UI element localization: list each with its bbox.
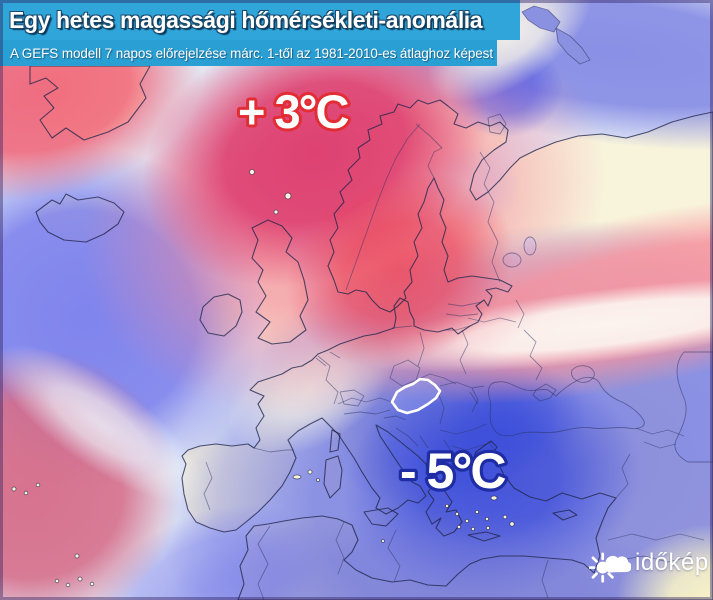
country-borders [203,123,705,600]
page-subtitle: A GEFS modell 7 napos előrejelzése márc.… [10,45,493,61]
logo-text: időkép [635,549,709,576]
small-islands [11,169,515,588]
sun-cloud-icon [589,552,631,583]
warm-anomaly-label: + 3°C [238,85,348,138]
idokep-logo: időkép [589,541,709,585]
subtitle-bar: A GEFS modell 7 napos előrejelzése márc.… [0,40,497,66]
border-layer: + 3°C - 5°C [11,5,713,600]
title-bar: Egy hetes magassági hőmérsékleti-anomáli… [0,0,520,40]
cold-anomaly-label: - 5°C [400,443,505,499]
page-title: Egy hetes magassági hőmérsékleti-anomáli… [9,6,483,33]
